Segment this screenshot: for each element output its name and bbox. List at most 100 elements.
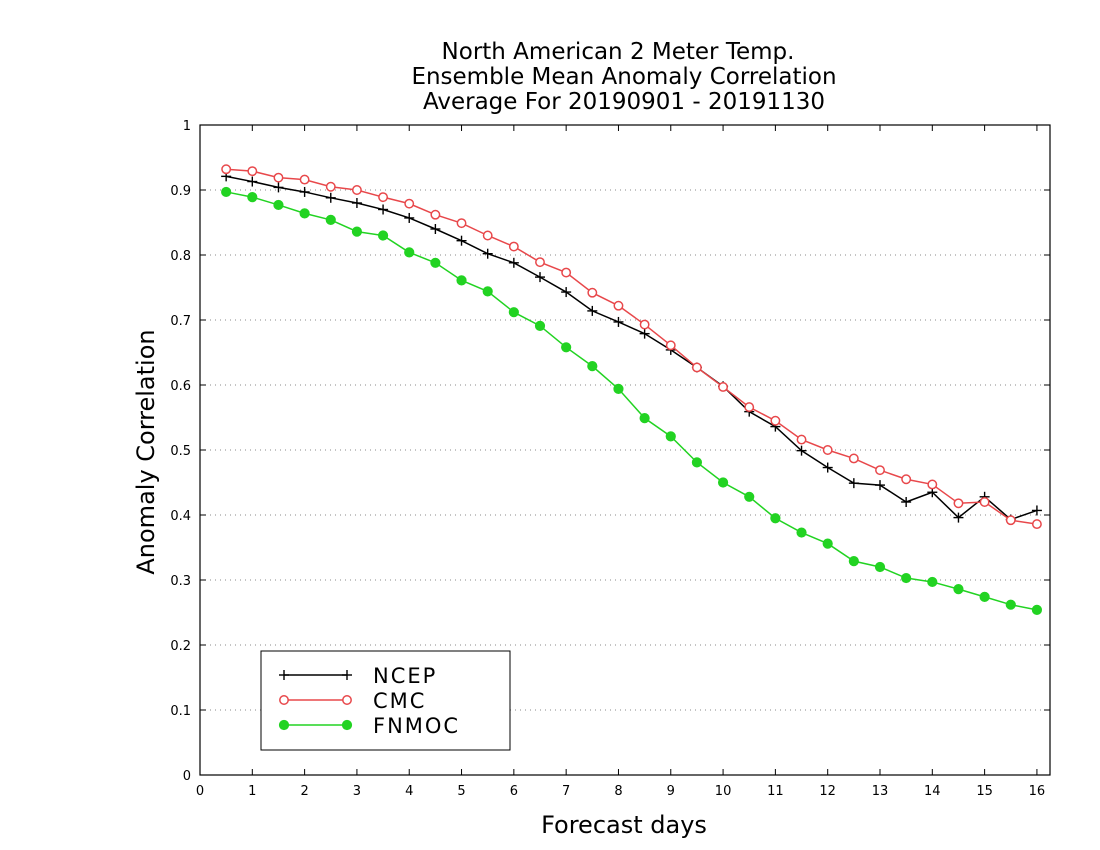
ncep-point (953, 512, 964, 523)
cmc-point (456, 218, 467, 229)
legend-item-fnmoc: FNMOC (278, 714, 460, 738)
fnmoc-point (744, 491, 755, 502)
cmc-point (273, 172, 284, 183)
fnmoc-point (351, 226, 363, 237)
cmc-point (927, 479, 938, 490)
x-tick-label: 2 (300, 784, 308, 799)
ncep-point (456, 235, 467, 246)
fnmoc-point (822, 538, 833, 549)
y-tick-label: 0.8 (170, 249, 191, 264)
legend-item-cmc: CMC (279, 689, 426, 713)
ncep-point (299, 186, 310, 197)
gridlines (200, 189, 1050, 711)
ncep-point (430, 224, 441, 234)
fnmoc-point (508, 307, 519, 318)
x-tick-label: 3 (353, 784, 361, 799)
fnmoc-point (482, 286, 493, 297)
x-tick-label: 4 (405, 784, 413, 799)
ncep-line (226, 175, 1038, 521)
fnmoc-point (691, 457, 703, 468)
fnmoc-point (1031, 604, 1043, 616)
fnmoc-point (927, 576, 938, 588)
cmc-point (744, 402, 755, 413)
fnmoc-point (639, 413, 650, 424)
legend-label: FNMOC (373, 714, 460, 738)
cmc-point (1005, 515, 1016, 526)
chart-title: North American 2 Meter Temp. Ensemble Me… (411, 39, 836, 115)
fnmoc-point (848, 556, 859, 567)
y-tick-label: 0.7 (170, 314, 191, 329)
cmc-point (247, 166, 258, 177)
fnmoc-point (901, 572, 912, 584)
cmc-point (535, 257, 545, 268)
cmc-point (1031, 519, 1042, 530)
fnmoc-point (665, 431, 676, 442)
title-line-1: North American 2 Meter Temp. (442, 39, 795, 65)
x-tick-label: 7 (562, 784, 570, 799)
x-tick-label: 10 (715, 784, 732, 799)
ncep-point (875, 480, 885, 491)
ncep-point (247, 176, 258, 187)
x-tick-label: 11 (767, 784, 784, 799)
fnmoc-point (299, 208, 310, 219)
fnmoc-point (221, 186, 232, 198)
y-tick-label: 0.1 (170, 704, 191, 719)
cmc-point (561, 267, 572, 278)
title-line-3: Average For 20190901 - 20191130 (423, 89, 825, 115)
y-axis-label: Anomaly Correlation (132, 329, 160, 574)
cmc-point (848, 453, 859, 464)
x-tick-label: 0 (196, 784, 204, 799)
x-axis-label: Forecast days (541, 811, 707, 839)
cmc-point (665, 340, 676, 351)
cmc-point (299, 174, 310, 185)
cmc-point (351, 185, 362, 195)
ncep-point (822, 462, 833, 473)
fnmoc-point (770, 513, 781, 524)
fnmoc-point (587, 361, 598, 372)
series-layer (221, 164, 1043, 616)
fnmoc-point (979, 591, 990, 603)
ncep-point (561, 287, 572, 298)
fnmoc-point (953, 584, 964, 595)
y-tick-label: 0.9 (170, 184, 191, 199)
fnmoc-point (247, 192, 258, 203)
cmc-point (796, 434, 807, 445)
x-tick-label: 16 (1029, 784, 1046, 799)
legend-marker (278, 719, 290, 731)
y-tick-label: 1 (183, 119, 191, 134)
y-tick-label: 0.2 (170, 639, 191, 654)
ncep-point (325, 192, 336, 203)
fnmoc-point (1005, 599, 1016, 610)
cmc-point (875, 465, 885, 476)
x-tick-label: 14 (924, 784, 941, 799)
cmc-point (587, 287, 598, 298)
ncep-point (404, 212, 415, 223)
x-tick-label: 8 (614, 784, 622, 799)
legend-marker (341, 719, 353, 731)
cmc-point (221, 164, 232, 175)
x-tick-label: 13 (872, 784, 889, 799)
ncep-point (535, 272, 545, 283)
x-tick-label: 12 (819, 784, 836, 799)
ncep-point (901, 497, 912, 507)
x-tick-label: 6 (510, 784, 518, 799)
ncep-point (1031, 505, 1042, 516)
cmc-point (901, 474, 912, 485)
cmc-point (482, 230, 493, 241)
cmc-point (378, 192, 389, 203)
legend-label: NCEP (373, 664, 437, 688)
cmc-point (691, 362, 702, 373)
cmc-point (718, 382, 729, 392)
ncep-point (796, 445, 807, 456)
cmc-point (822, 445, 833, 455)
x-tick-label: 5 (457, 784, 465, 799)
cmc-point (770, 415, 781, 426)
fnmoc-point (325, 214, 336, 225)
x-tick-label: 9 (667, 784, 675, 799)
legend-marker (279, 695, 289, 705)
legend-label: CMC (373, 689, 426, 713)
fnmoc-point (273, 199, 284, 211)
fnmoc-point (796, 527, 807, 538)
